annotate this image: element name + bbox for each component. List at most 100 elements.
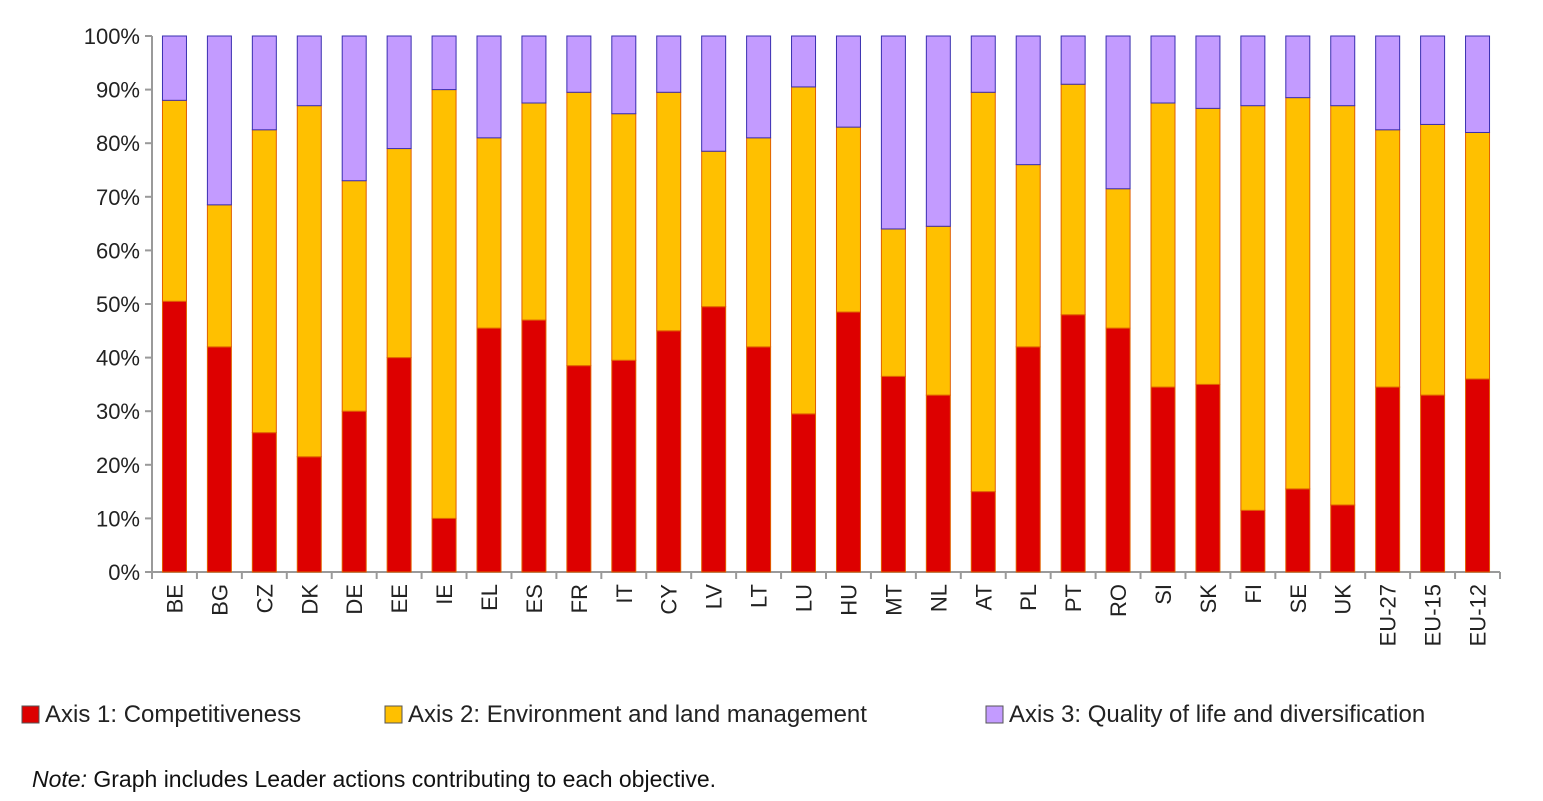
x-tick-label: BE [162, 584, 187, 613]
bar-segment-eu-15-axis-1 [1420, 394, 1446, 573]
bar-segment-nl-axis-1 [925, 394, 951, 573]
bar-segment-ie-axis-2 [431, 89, 457, 519]
bar-segment-dk-axis-3 [296, 35, 322, 107]
bar-segment-at-axis-3 [970, 35, 996, 93]
bar-segment-lt-axis-3 [746, 35, 772, 139]
x-tick-label: LV [702, 584, 727, 610]
bar-segment-se-axis-1 [1285, 488, 1311, 573]
bar-segment-cy-axis-2 [656, 91, 682, 332]
bar-segment-fr-axis-3 [566, 35, 592, 93]
chart-note: Note: Graph includes Leader actions cont… [32, 766, 716, 793]
bar-segment-lv-axis-1 [701, 306, 727, 573]
x-tick-label: HU [836, 584, 861, 616]
bar-segment-si-axis-3 [1150, 35, 1176, 104]
bar-segment-dk-axis-1 [296, 456, 322, 573]
x-tick-label: DE [342, 584, 367, 615]
bar-segment-pl-axis-1 [1015, 346, 1041, 573]
bar-segment-eu-12-axis-3 [1465, 35, 1491, 133]
bar-segment-ro-axis-1 [1105, 327, 1131, 573]
bar-segment-bg-axis-2 [206, 204, 232, 348]
x-tick-label: CY [657, 584, 682, 615]
bar-segment-be-axis-1 [161, 300, 187, 573]
bar-segment-es-axis-1 [521, 319, 547, 573]
bar-segment-ro-axis-2 [1105, 188, 1131, 329]
bar-segment-lu-axis-1 [791, 413, 817, 573]
bar-segment-lv-axis-3 [701, 35, 727, 152]
legend-label-axis-3: Axis 3: Quality of life and diversificat… [1009, 701, 1425, 728]
bar-segment-uk-axis-1 [1330, 504, 1356, 573]
bar-segment-sk-axis-3 [1195, 35, 1221, 109]
y-tick-label: 20% [96, 453, 140, 478]
bar-segment-el-axis-2 [476, 137, 502, 329]
bar-segment-hu-axis-2 [835, 126, 861, 313]
bar-segment-es-axis-3 [521, 35, 547, 104]
bar-segment-mt-axis-1 [880, 375, 906, 573]
bar-segment-bg-axis-3 [206, 35, 232, 206]
bar-segment-ro-axis-3 [1105, 35, 1131, 190]
bar-segment-mt-axis-2 [880, 228, 906, 377]
y-tick-label: 90% [96, 78, 140, 103]
bar-segment-lu-axis-2 [791, 86, 817, 415]
bar-segment-be-axis-3 [161, 35, 187, 101]
bar-segment-de-axis-1 [341, 410, 367, 573]
bar-segment-be-axis-2 [161, 99, 187, 302]
bar-segment-fi-axis-3 [1240, 35, 1266, 107]
bar-segment-pt-axis-1 [1060, 314, 1086, 573]
legend-swatch-axis-3 [985, 705, 1004, 724]
x-tick-label: EU-15 [1421, 584, 1446, 646]
legend-label-axis-2: Axis 2: Environment and land management [408, 701, 867, 728]
x-tick-label: CZ [252, 584, 277, 613]
bar-segment-hu-axis-3 [835, 35, 861, 128]
bar-segment-fi-axis-1 [1240, 509, 1266, 573]
x-tick-label: IT [612, 584, 637, 604]
bar-segment-dk-axis-2 [296, 105, 322, 458]
bar-segment-se-axis-3 [1285, 35, 1311, 99]
bar-segment-ee-axis-3 [386, 35, 412, 150]
bar-segment-ie-axis-3 [431, 35, 457, 91]
bar-segment-cy-axis-3 [656, 35, 682, 93]
x-tick-label: SE [1286, 584, 1311, 613]
bar-segment-lv-axis-2 [701, 150, 727, 308]
bar-segment-nl-axis-2 [925, 225, 951, 396]
bar-segment-pt-axis-3 [1060, 35, 1086, 85]
legend-label-axis-1: Axis 1: Competitiveness [45, 701, 301, 728]
x-tick-label: UK [1331, 584, 1356, 615]
x-tick-label: AT [971, 584, 996, 610]
bar-segment-cz-axis-1 [251, 432, 277, 573]
x-tick-label: SI [1151, 584, 1176, 605]
x-tick-label: MT [881, 584, 906, 616]
x-tick-label: EU-27 [1376, 584, 1401, 646]
bar-segment-lt-axis-2 [746, 137, 772, 348]
bar-segment-eu-12-axis-1 [1465, 378, 1491, 573]
x-tick-label: EL [477, 584, 502, 611]
bar-segment-it-axis-2 [611, 113, 637, 361]
bar-segment-at-axis-1 [970, 491, 996, 573]
bar-segment-pl-axis-3 [1015, 35, 1041, 166]
bar-segment-pl-axis-2 [1015, 164, 1041, 348]
bar-segment-pt-axis-2 [1060, 83, 1086, 316]
x-tick-label: NL [926, 584, 951, 612]
y-tick-label: 100% [84, 24, 140, 49]
bar-segment-mt-axis-3 [880, 35, 906, 230]
bar-segment-ie-axis-1 [431, 517, 457, 573]
x-tick-label: RO [1106, 584, 1131, 617]
x-tick-label: ES [522, 584, 547, 613]
x-tick-label: EU-12 [1466, 584, 1491, 646]
y-tick-label: 0% [108, 560, 140, 585]
bar-segment-el-axis-3 [476, 35, 502, 139]
y-tick-label: 30% [96, 399, 140, 424]
bar-segment-si-axis-2 [1150, 102, 1176, 388]
bar-segment-nl-axis-3 [925, 35, 951, 227]
bar-segment-ee-axis-2 [386, 148, 412, 359]
bar-segment-hu-axis-1 [835, 311, 861, 573]
x-tick-label: FI [1241, 584, 1266, 604]
bar-segment-lu-axis-3 [791, 35, 817, 88]
x-tick-label: FR [567, 584, 592, 613]
bar-segment-ee-axis-1 [386, 357, 412, 573]
bar-segment-at-axis-2 [970, 91, 996, 493]
bar-segment-uk-axis-3 [1330, 35, 1356, 107]
y-tick-label: 40% [96, 346, 140, 371]
bar-segment-lt-axis-1 [746, 346, 772, 573]
x-tick-label: PL [1016, 584, 1041, 611]
